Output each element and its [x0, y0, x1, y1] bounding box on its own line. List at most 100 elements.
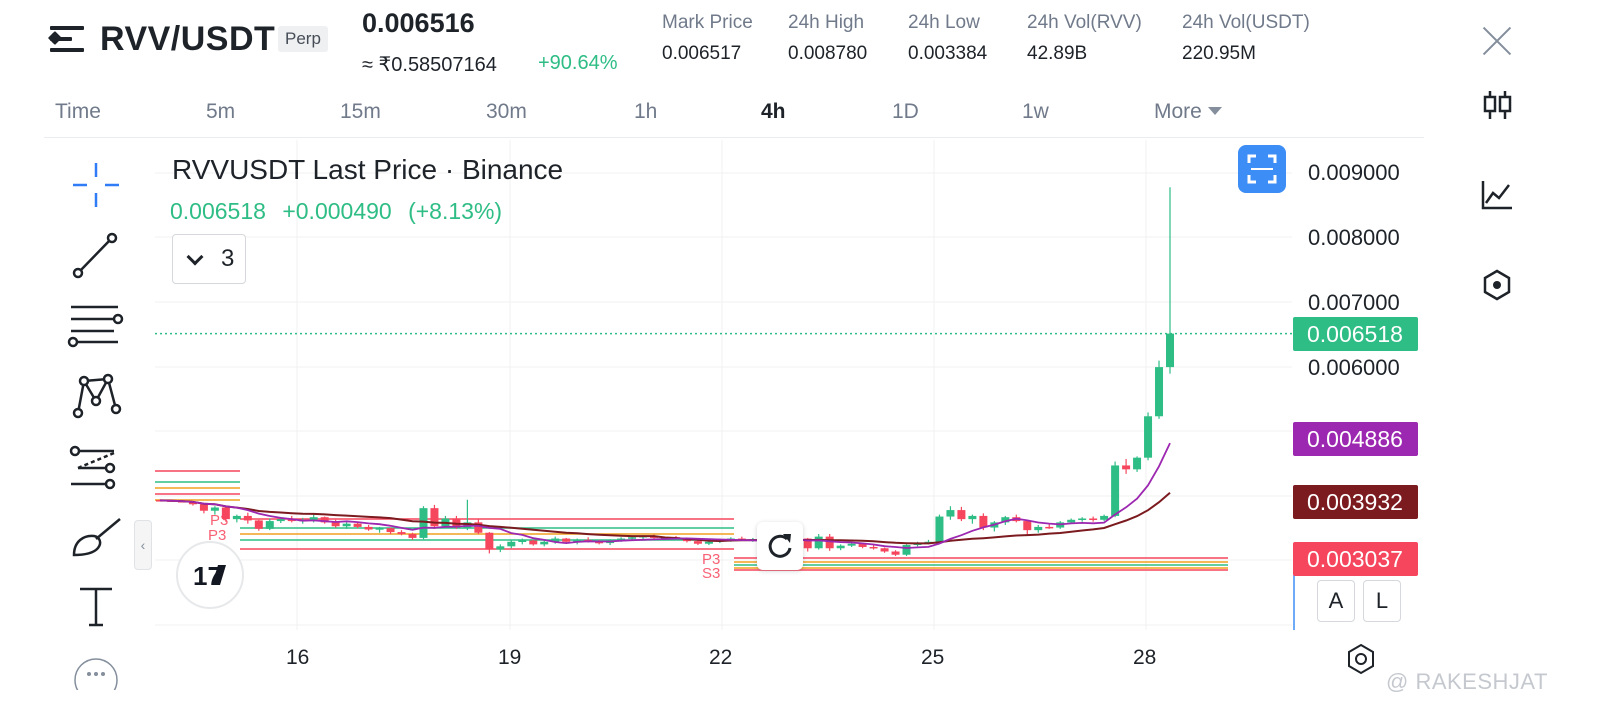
legend-change: +0.000490 [282, 198, 392, 224]
candle-body [880, 548, 889, 552]
crosshair-icon[interactable] [66, 155, 126, 215]
x-axis-tick: 25 [921, 646, 945, 669]
candle-body [1111, 465, 1120, 516]
ma-fast-line [159, 442, 1171, 549]
candle-body [704, 541, 713, 544]
candle-body [628, 537, 637, 539]
fullscreen-icon [1247, 154, 1277, 184]
pivot-label: P3 [702, 551, 720, 568]
y-axis-tick: 0.007000 [1308, 290, 1400, 315]
candle-body [276, 519, 285, 522]
candle-body [869, 546, 878, 549]
stat-24h-low: 24h Low 0.003384 [908, 12, 987, 65]
x-axis-tick: 19 [498, 646, 522, 669]
candle-body [957, 510, 966, 520]
candle-body [1078, 518, 1087, 520]
candle-body [1089, 518, 1098, 520]
log-scale-button[interactable]: L [1363, 580, 1401, 622]
candle-body [1144, 416, 1153, 458]
refresh-icon [768, 534, 792, 558]
candle-body [836, 545, 845, 549]
forecast-tool-icon[interactable] [66, 435, 126, 495]
menu-icon[interactable] [47, 24, 86, 56]
brush-tool-icon[interactable] [66, 505, 126, 565]
timeframe-5m[interactable]: 5m [206, 100, 236, 123]
candle-body [408, 534, 417, 538]
candle-body [265, 521, 274, 529]
ma-slow-badge: 0.003932 [1293, 485, 1418, 519]
candle-body [397, 532, 406, 535]
stat-value: 0.003384 [908, 43, 988, 64]
y-axis-tick: 0.006000 [1308, 355, 1400, 380]
stat-value: 0.006517 [662, 43, 742, 64]
pattern-tool-icon[interactable] [66, 365, 126, 425]
candle-body [1100, 515, 1109, 520]
x-axis-tick: 22 [709, 646, 733, 669]
candle-body [243, 515, 252, 521]
stat-value: 220.95M [1182, 43, 1256, 64]
pair-symbol[interactable]: RVV/USDT [100, 20, 276, 58]
auto-scale-button[interactable]: A [1317, 580, 1355, 622]
candle-body [474, 522, 483, 533]
candle-body [595, 541, 604, 544]
candle-body [803, 538, 812, 549]
candle-body [968, 515, 977, 520]
timeframe-1h[interactable]: 1h [634, 100, 658, 123]
timeframe-time[interactable]: Time [55, 100, 101, 123]
pivot-label: P3 [208, 527, 226, 544]
candle-body [825, 536, 834, 549]
candle-body [364, 526, 373, 530]
timeframe-1d[interactable]: 1D [892, 100, 919, 123]
stat-label: 24h Vol(RVV) [1027, 12, 1142, 33]
timeframe-15m[interactable]: 15m [340, 100, 381, 123]
candle-body [847, 543, 856, 546]
timeframe-4h[interactable]: 4h [761, 100, 786, 123]
candle-body [496, 546, 505, 550]
ma-slow-line [159, 491, 1171, 545]
candle-body [507, 541, 516, 547]
legend-price: 0.006518 [170, 198, 266, 224]
candle-body [210, 507, 219, 511]
trend-line-icon[interactable] [66, 225, 126, 285]
x-axis-tick: 16 [286, 646, 310, 669]
candle-body [814, 536, 823, 549]
candle-body [1034, 526, 1043, 531]
candle-body [562, 538, 571, 542]
candle-body [529, 540, 538, 545]
timeframe-more[interactable]: More [1154, 100, 1222, 124]
candle-body [331, 522, 340, 527]
candlestick-chart-icon[interactable] [1478, 86, 1516, 124]
horizontal-lines-icon[interactable] [66, 295, 126, 355]
settings-hexagon-icon[interactable] [1344, 642, 1378, 676]
candle-body [221, 507, 230, 520]
stat-value: 42.89B [1027, 43, 1088, 64]
candle-body [188, 501, 197, 505]
candle-body [485, 532, 494, 550]
candle-body [1067, 519, 1076, 523]
indicator-toggle-button[interactable]: 3 [172, 234, 246, 284]
candle-body [430, 508, 439, 527]
line-chart-icon[interactable] [1478, 176, 1516, 214]
reset-chart-button[interactable] [757, 522, 803, 570]
indicator-hexagon-icon[interactable] [1478, 266, 1516, 304]
candle-body [353, 523, 362, 527]
candle-body [1001, 517, 1010, 523]
timeframe-1w[interactable]: 1w [1022, 100, 1049, 123]
collapse-toolbar-tab[interactable]: ‹ [134, 520, 152, 570]
fullscreen-button[interactable] [1238, 145, 1286, 193]
chart-legend-values: 0.006518 +0.000490 (+8.13%) [170, 198, 512, 225]
timeframe-30m[interactable]: 30m [486, 100, 527, 123]
text-tool-icon[interactable] [66, 575, 126, 635]
candle-body [320, 517, 329, 523]
chart-legend-title: RVVUSDT Last Price · Binance [172, 154, 564, 185]
stat-label: 24h Low [908, 12, 980, 33]
candle-body [902, 545, 911, 555]
pivot-badge: 0.003037 [1293, 542, 1418, 576]
stat-label: 24h Vol(USDT) [1182, 12, 1310, 33]
candle-body [1155, 367, 1164, 417]
candle-body [386, 528, 395, 533]
stat-mark-price: Mark Price 0.006517 [662, 12, 753, 65]
stat-24h-vol-usdt: 24h Vol(USDT) 220.95M [1182, 12, 1310, 65]
candle-body [1023, 521, 1032, 531]
